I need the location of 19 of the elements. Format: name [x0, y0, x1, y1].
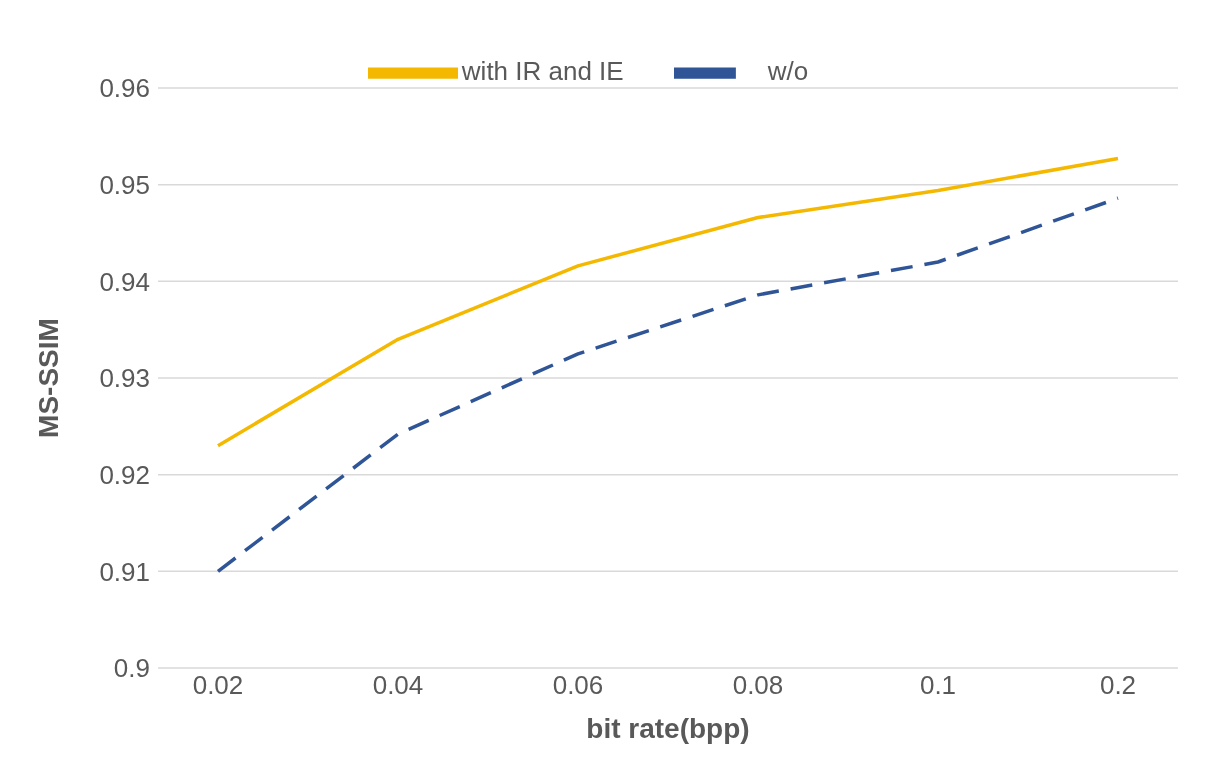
y-axis-title: MS-SSIM	[32, 318, 64, 438]
x-tick-label: 0.06	[552, 670, 604, 701]
x-tick-label: 0.2	[1099, 670, 1137, 701]
legend-label: w/o	[767, 55, 809, 86]
y-tick-label: 0.94	[99, 266, 150, 297]
y-tick-label: 0.91	[99, 556, 150, 587]
y-tick-label: 0.96	[99, 73, 150, 104]
x-tick-label: 0.08	[732, 670, 784, 701]
line-series	[216, 156, 1120, 448]
x-axis-title: bit rate(bpp)	[586, 713, 750, 744]
x-tick-label: 0.02	[192, 670, 244, 701]
line-series	[216, 196, 1120, 574]
y-tick-label: 0.92	[99, 459, 150, 490]
legend-label: with IR and IE	[461, 55, 624, 86]
y-tick-label: 0.93	[99, 363, 150, 394]
y-tick-label: 0.95	[99, 169, 150, 200]
x-tick-label: 0.1	[919, 670, 957, 701]
x-tick-label: 0.04	[372, 670, 424, 701]
y-tick-label: 0.9	[113, 653, 150, 684]
